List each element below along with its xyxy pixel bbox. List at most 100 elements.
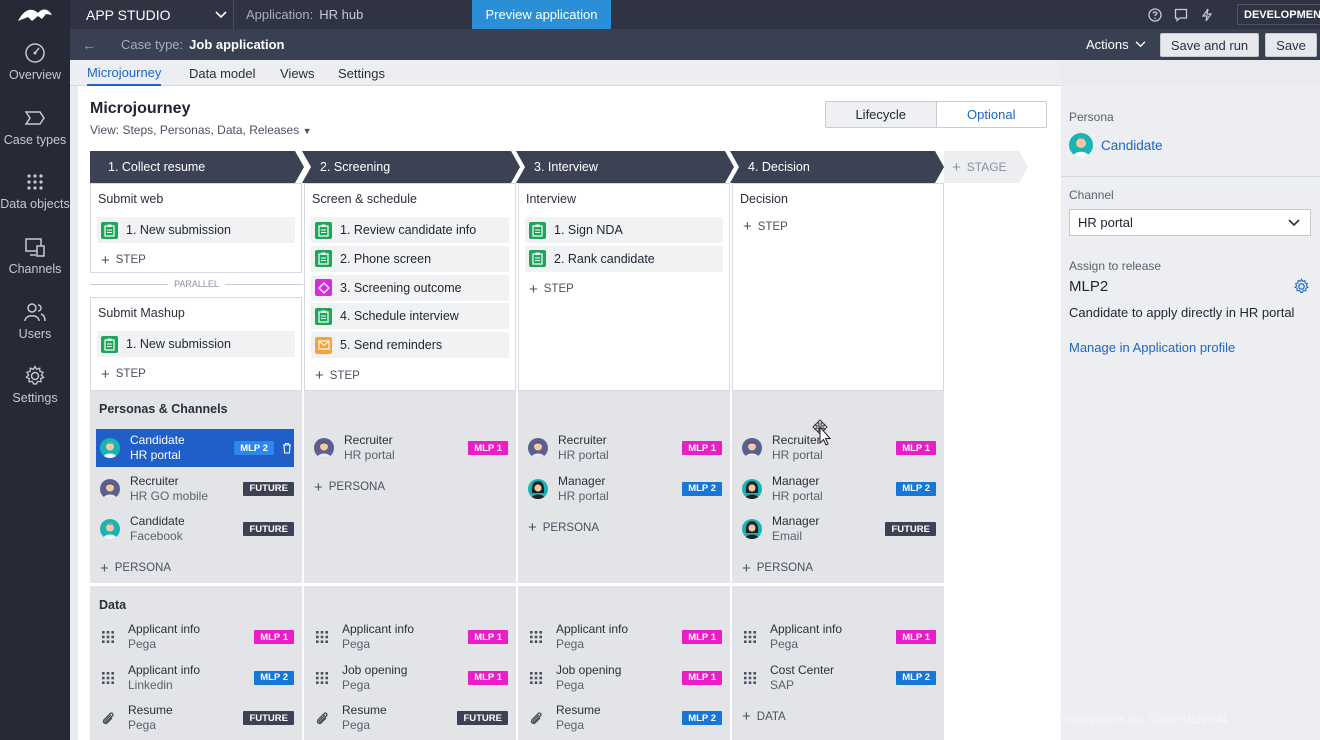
- persona-row[interactable]: Manager Email FUTURE: [738, 510, 936, 548]
- persona-row[interactable]: Recruiter HR portal MLP 1: [310, 429, 508, 467]
- release-badge[interactable]: MLP 2: [896, 481, 936, 496]
- manage-in-profile-link[interactable]: Manage in Application profile: [1069, 340, 1236, 355]
- data-row[interactable]: Cost Center SAP MLP 2: [738, 659, 936, 697]
- process-step[interactable]: 2. Phone screen: [311, 245, 509, 272]
- nav-item-overview[interactable]: Overview: [0, 30, 70, 95]
- optional-option[interactable]: Optional: [967, 107, 1016, 122]
- process-step[interactable]: 2. Rank candidate: [525, 245, 723, 272]
- persona-row[interactable]: Recruiter HR portal MLP 1: [524, 429, 722, 467]
- back-arrow-icon[interactable]: ←: [82, 37, 96, 53]
- release-badge[interactable]: MLP 2: [896, 670, 936, 685]
- nav-item-settings[interactable]: Settings: [0, 353, 70, 418]
- lifecycle-option[interactable]: Lifecycle: [826, 102, 937, 127]
- stage-header[interactable]: 1. Collect resume: [90, 151, 304, 183]
- process-step[interactable]: 4. Schedule interview: [311, 303, 509, 330]
- chat-icon[interactable]: [1174, 8, 1188, 22]
- tab-settings[interactable]: Settings: [338, 65, 385, 81]
- release-badge[interactable]: MLP 1: [468, 441, 508, 455]
- chevron-down-icon: [1288, 218, 1300, 226]
- process-title[interactable]: Decision: [740, 192, 788, 206]
- add-data-button[interactable]: + DATA: [742, 709, 786, 724]
- actions-menu[interactable]: Actions: [1086, 29, 1146, 60]
- persona-row[interactable]: Recruiter HR GO mobile FUTURE: [96, 470, 294, 508]
- add-persona-button[interactable]: + PERSONA: [314, 480, 385, 495]
- data-row[interactable]: Applicant info Pega MLP 1: [96, 618, 294, 656]
- tab-views[interactable]: Views: [280, 65, 315, 81]
- nav-item-users[interactable]: Users: [0, 288, 70, 353]
- trash-icon[interactable]: [282, 442, 292, 454]
- data-row[interactable]: Applicant info Linkedin MLP 2: [96, 659, 294, 697]
- process-title[interactable]: Submit web: [98, 192, 164, 206]
- lightning-icon[interactable]: [1200, 8, 1214, 22]
- add-step-button[interactable]: + STEP: [743, 219, 788, 234]
- add-persona-button[interactable]: + PERSONA: [742, 561, 813, 576]
- release-badge[interactable]: MLP 1: [682, 441, 722, 455]
- process-step[interactable]: 1. Sign NDA: [525, 217, 723, 243]
- add-stage-button[interactable]: + STAGE: [944, 151, 1028, 183]
- process-step[interactable]: 1. Review candidate info: [311, 217, 509, 243]
- add-step-button[interactable]: + STEP: [101, 367, 146, 382]
- process-step[interactable]: 3. Screening outcome: [311, 274, 509, 301]
- data-row[interactable]: Resume Pega FUTURE: [96, 699, 294, 737]
- process-step[interactable]: 1. New submission: [97, 331, 295, 357]
- gear-icon[interactable]: [1293, 278, 1310, 295]
- stage-header[interactable]: 4. Decision: [730, 151, 944, 183]
- add-step-button[interactable]: + STEP: [101, 253, 146, 268]
- persona-row[interactable]: Manager HR portal MLP 2: [738, 470, 936, 508]
- nav-item-data-objects[interactable]: Data objects: [0, 159, 70, 224]
- release-badge[interactable]: MLP 1: [254, 630, 294, 644]
- release-badge[interactable]: FUTURE: [885, 522, 936, 536]
- process-step[interactable]: 1. New submission: [97, 217, 295, 243]
- save-and-run-button[interactable]: Save and run: [1160, 33, 1259, 57]
- save-button[interactable]: Save: [1265, 33, 1317, 57]
- pega-logo[interactable]: [0, 0, 70, 30]
- release-badge[interactable]: MLP 1: [682, 630, 722, 644]
- release-badge[interactable]: MLP 2: [234, 441, 274, 455]
- add-persona-button[interactable]: + PERSONA: [528, 520, 599, 535]
- tab-microjourney[interactable]: Microjourney: [87, 60, 162, 86]
- data-row[interactable]: Applicant info Pega MLP 1: [310, 618, 508, 656]
- release-badge[interactable]: FUTURE: [243, 711, 294, 725]
- persona-link[interactable]: Candidate: [1069, 133, 1163, 157]
- data-source: Pega: [556, 677, 585, 692]
- nav-item-case-types[interactable]: Case types: [0, 95, 70, 160]
- data-row[interactable]: Resume Pega FUTURE: [310, 699, 508, 737]
- stage-header[interactable]: 2. Screening: [302, 151, 520, 183]
- release-badge[interactable]: FUTURE: [243, 481, 294, 496]
- nav-item-channels[interactable]: Channels: [0, 224, 70, 289]
- add-persona-button[interactable]: + PERSONA: [100, 561, 171, 576]
- release-badge[interactable]: MLP 1: [896, 630, 936, 644]
- data-row[interactable]: Resume Pega MLP 2: [524, 699, 722, 737]
- release-badge[interactable]: MLP 2: [682, 481, 722, 496]
- add-step-button[interactable]: + STEP: [315, 368, 360, 383]
- release-badge[interactable]: MLP 1: [468, 630, 508, 644]
- persona-row[interactable]: Recruiter HR portal MLP 1: [738, 429, 936, 467]
- process-title[interactable]: Submit Mashup: [98, 306, 185, 320]
- stage-header[interactable]: 3. Interview: [516, 151, 734, 183]
- release-badge[interactable]: MLP 2: [254, 670, 294, 685]
- data-source: Pega: [556, 637, 585, 651]
- tab-data-model[interactable]: Data model: [189, 65, 256, 81]
- data-row[interactable]: Applicant info Pega MLP 1: [524, 618, 722, 656]
- process-title[interactable]: Screen & schedule: [312, 192, 417, 206]
- persona-row[interactable]: Candidate Facebook FUTURE: [96, 510, 294, 548]
- add-step-button[interactable]: + STEP: [529, 282, 574, 297]
- release-badge[interactable]: MLP 2: [682, 711, 722, 725]
- process-step[interactable]: 5. Send reminders: [311, 332, 509, 359]
- release-badge[interactable]: MLP 1: [682, 670, 722, 685]
- release-badge[interactable]: FUTURE: [457, 711, 508, 725]
- channel-select[interactable]: HR portal: [1069, 209, 1311, 236]
- app-studio-switcher[interactable]: APP STUDIO: [70, 0, 234, 29]
- data-row[interactable]: Applicant info Pega MLP 1: [738, 618, 936, 656]
- release-badge[interactable]: MLP 1: [468, 670, 508, 685]
- release-badge[interactable]: MLP 1: [896, 441, 936, 455]
- data-row[interactable]: Job opening Pega MLP 1: [310, 659, 508, 697]
- preview-application-button[interactable]: Preview application: [472, 0, 611, 29]
- data-row[interactable]: Job opening Pega MLP 1: [524, 659, 722, 697]
- view-options-dropdown[interactable]: View: Steps, Personas, Data, Releases ▼: [90, 123, 312, 137]
- process-title[interactable]: Interview: [526, 192, 577, 206]
- persona-row[interactable]: Manager HR portal MLP 2: [524, 470, 722, 508]
- help-icon[interactable]: [1148, 7, 1162, 22]
- release-badge[interactable]: FUTURE: [243, 522, 294, 536]
- persona-row[interactable]: Candidate HR portal MLP 2: [96, 429, 294, 467]
